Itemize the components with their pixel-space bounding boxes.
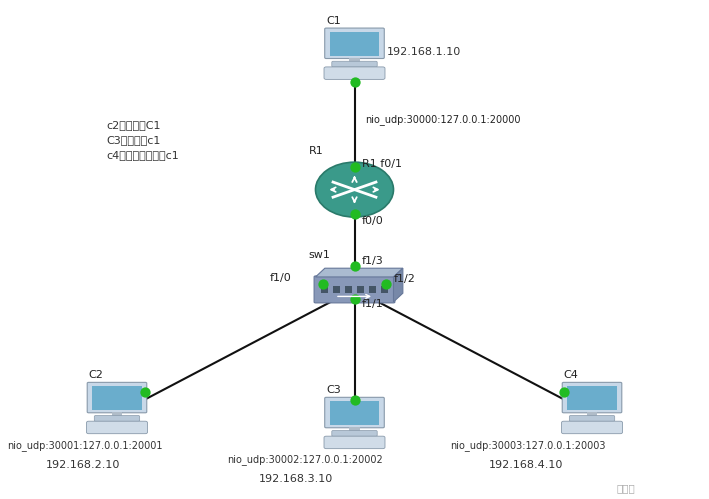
Point <box>349 210 360 218</box>
Text: f1/1: f1/1 <box>362 299 384 309</box>
Text: f1/0: f1/0 <box>269 273 291 283</box>
FancyBboxPatch shape <box>314 276 395 303</box>
Bar <box>381 286 388 293</box>
Point <box>317 280 328 288</box>
Text: R1 f0/1: R1 f0/1 <box>362 159 401 169</box>
Point <box>349 262 360 270</box>
Text: sw1: sw1 <box>308 250 330 260</box>
Text: 192.168.1.10: 192.168.1.10 <box>386 47 461 57</box>
Text: 亿速云: 亿速云 <box>617 483 635 493</box>
Text: f0/0: f0/0 <box>362 216 384 226</box>
FancyBboxPatch shape <box>562 382 622 413</box>
Text: C1: C1 <box>326 16 341 26</box>
Bar <box>112 412 122 417</box>
Bar <box>350 427 359 432</box>
FancyBboxPatch shape <box>569 416 615 421</box>
Bar <box>92 386 142 410</box>
FancyBboxPatch shape <box>324 436 385 449</box>
Text: 192.168.3.10: 192.168.3.10 <box>259 474 333 484</box>
Text: C3: C3 <box>326 385 341 395</box>
Text: f1/3: f1/3 <box>362 256 384 266</box>
Point <box>381 280 392 288</box>
FancyBboxPatch shape <box>325 28 384 58</box>
Bar <box>345 286 352 293</box>
Bar <box>321 286 328 293</box>
Bar <box>333 286 340 293</box>
Bar <box>350 57 359 62</box>
FancyBboxPatch shape <box>94 416 140 421</box>
Bar <box>587 412 597 417</box>
Bar <box>357 286 364 293</box>
Point <box>349 396 360 404</box>
Point <box>558 388 569 396</box>
Bar <box>330 401 379 425</box>
Text: nio_udp:30000:127.0.0.1:20000: nio_udp:30000:127.0.0.1:20000 <box>365 114 520 125</box>
Circle shape <box>316 162 393 217</box>
Point <box>349 78 360 86</box>
Point <box>140 388 151 396</box>
FancyBboxPatch shape <box>87 382 147 413</box>
Text: nio_udp:30002:127.0.0.1:20002: nio_udp:30002:127.0.0.1:20002 <box>227 454 383 465</box>
FancyBboxPatch shape <box>332 431 377 436</box>
FancyBboxPatch shape <box>332 61 377 67</box>
Text: 192.168.4.10: 192.168.4.10 <box>489 460 564 470</box>
Bar <box>330 32 379 55</box>
Text: 192.168.2.10: 192.168.2.10 <box>46 460 121 470</box>
Bar <box>369 286 376 293</box>
Point <box>349 295 360 303</box>
Polygon shape <box>393 268 403 302</box>
Text: nio_udp:30003:127.0.0.1:20003: nio_udp:30003:127.0.0.1:20003 <box>450 440 605 451</box>
Text: C2: C2 <box>89 370 104 380</box>
FancyBboxPatch shape <box>324 67 385 79</box>
Text: C4: C4 <box>564 370 579 380</box>
Text: c2不可访问C1
C3可以访问c1
c4后添加不可访问c1: c2不可访问C1 C3可以访问c1 c4后添加不可访问c1 <box>106 120 179 160</box>
FancyBboxPatch shape <box>325 397 384 428</box>
Bar <box>567 386 617 410</box>
Point <box>349 163 360 171</box>
Text: R1: R1 <box>308 146 323 156</box>
FancyBboxPatch shape <box>86 421 147 434</box>
FancyBboxPatch shape <box>562 421 623 434</box>
Text: nio_udp:30001:127.0.0.1:20001: nio_udp:30001:127.0.0.1:20001 <box>7 440 162 451</box>
Text: f1/2: f1/2 <box>393 274 415 284</box>
Polygon shape <box>316 268 403 277</box>
